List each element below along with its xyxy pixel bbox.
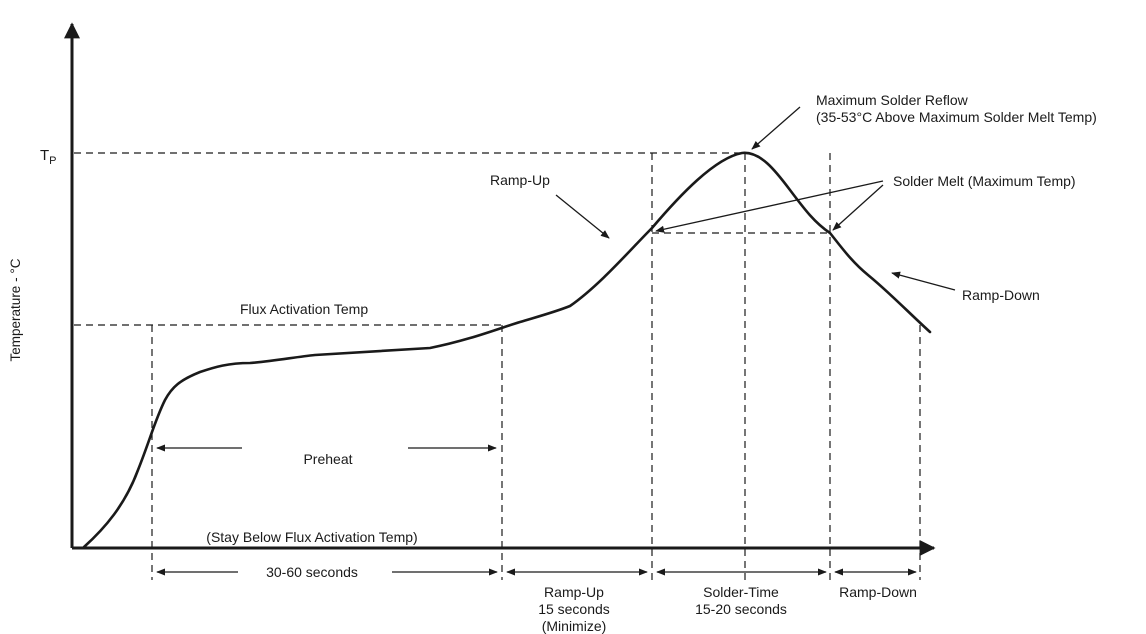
ramp-up-time-line1: Ramp-Up (544, 584, 604, 600)
stay-below-label: (Stay Below Flux Activation Temp) (206, 529, 417, 545)
solder-melt-arrow-left (655, 180, 884, 233)
max-reflow-label-line2: (35-53°C Above Maximum Solder Melt Temp) (816, 109, 1097, 125)
solder-melt-label: Solder Melt (Maximum Temp) (893, 173, 1076, 189)
flux-activation-label: Flux Activation Temp (240, 301, 368, 317)
solder-time-line1: Solder-Time (703, 584, 779, 600)
tp-label: TP (40, 147, 57, 167)
solder-time-line2: 15-20 seconds (695, 601, 787, 617)
solder-melt-arrow-right (832, 184, 884, 231)
preheat-time-label: 30-60 seconds (266, 564, 358, 580)
ramp-up-time-line2: 15 seconds (538, 601, 610, 617)
max-reflow-arrow (751, 106, 801, 150)
ramp-down-curve-label: Ramp-Down (962, 287, 1040, 303)
ramp-up-curve-label: Ramp-Up (490, 172, 550, 188)
reflow-temperature-curve (82, 151, 932, 549)
ramp-down-time-label: Ramp-Down (839, 584, 917, 600)
ramp-up-time-line3: (Minimize) (542, 618, 607, 634)
max-reflow-label-line1: Maximum Solder Reflow (816, 92, 969, 108)
y-axis-label: Temperature - °C (8, 258, 23, 361)
preheat-label: Preheat (303, 451, 352, 467)
ramp-up-curve-arrow (555, 194, 610, 239)
ramp-down-curve-arrow (891, 271, 956, 291)
